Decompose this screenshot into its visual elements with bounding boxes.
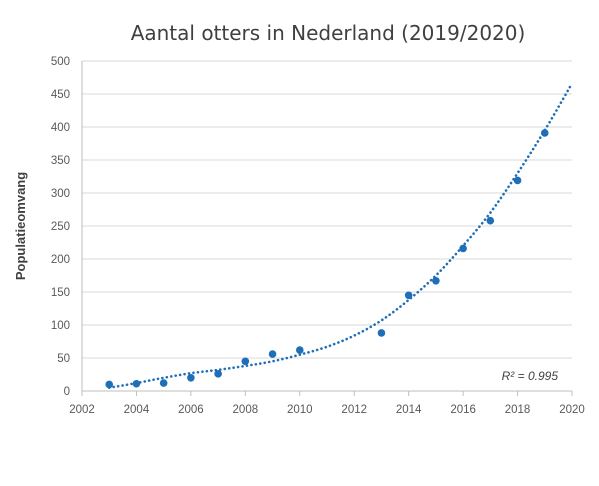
trendline bbox=[107, 82, 574, 389]
data-point bbox=[432, 276, 440, 285]
x-tick-label: 2016 bbox=[450, 404, 476, 416]
y-tick-label: 100 bbox=[51, 320, 70, 332]
data-point bbox=[295, 346, 304, 354]
data-point bbox=[214, 370, 222, 378]
y-tick-label: 200 bbox=[51, 254, 70, 266]
x-tick-label: 2014 bbox=[396, 404, 422, 416]
x-tick-label: 2018 bbox=[505, 404, 531, 416]
y-tick-label: 500 bbox=[51, 56, 70, 68]
data-point bbox=[268, 350, 277, 358]
y-tick-label: 250 bbox=[51, 221, 70, 233]
x-tick-label: 2010 bbox=[287, 404, 313, 416]
data-point bbox=[241, 357, 250, 366]
data-point bbox=[187, 374, 195, 382]
grid-layer bbox=[82, 60, 572, 359]
data-points-layer bbox=[105, 129, 549, 389]
y-tick-label: 350 bbox=[51, 155, 70, 167]
data-point bbox=[132, 379, 141, 388]
data-point bbox=[377, 329, 386, 337]
y-tick-label: 450 bbox=[51, 89, 70, 101]
axis-layer: 0 50 100 150 200 250 300 350 400 450 500 2002 2004 20… bbox=[51, 56, 585, 416]
x-tick-label: 2012 bbox=[341, 404, 367, 416]
y-tick-label: 400 bbox=[51, 122, 70, 134]
x-tick-label: 2020 bbox=[559, 404, 585, 416]
y-tick-label: 0 bbox=[64, 386, 70, 398]
data-point bbox=[459, 244, 467, 253]
data-point bbox=[513, 176, 522, 185]
data-point bbox=[404, 291, 413, 300]
chart-title: Aantal otters in Nederland (2019/2020) bbox=[131, 21, 526, 45]
data-point bbox=[159, 379, 168, 387]
r-squared-label: R² = 0.995 bbox=[502, 369, 559, 383]
y-tick-label: 150 bbox=[51, 287, 70, 299]
data-point bbox=[105, 380, 114, 389]
y-axis-label: Populatieomvang bbox=[13, 172, 28, 280]
x-tick-label: 2008 bbox=[233, 404, 259, 416]
x-tick-label: 2006 bbox=[178, 404, 204, 416]
data-point bbox=[486, 216, 495, 225]
y-tick-label: 300 bbox=[51, 188, 70, 200]
x-tick-label: 2002 bbox=[69, 404, 95, 416]
x-tick-label: 2004 bbox=[124, 404, 150, 416]
data-point bbox=[540, 129, 549, 137]
trendline-layer bbox=[107, 82, 574, 389]
y-tick-label: 50 bbox=[57, 353, 70, 365]
